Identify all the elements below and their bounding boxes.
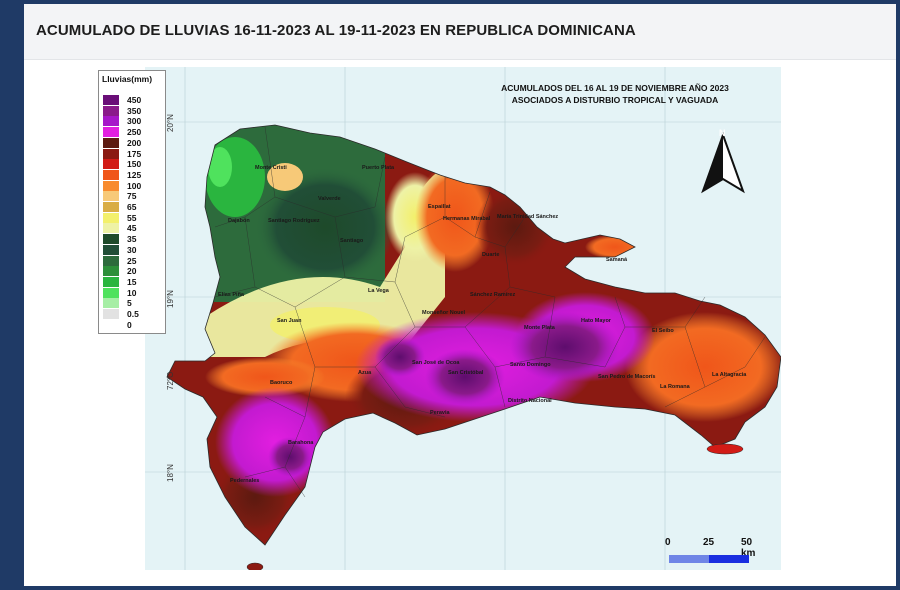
province-label: Baoruco bbox=[270, 380, 293, 386]
legend-label: 10 bbox=[127, 287, 137, 298]
legend-swatch bbox=[103, 116, 119, 127]
province-label: Distrito Nacional bbox=[508, 398, 552, 404]
legend-title: Lluvias(mm) bbox=[102, 74, 153, 84]
map-graphic bbox=[145, 67, 781, 570]
province-borders bbox=[214, 126, 766, 498]
province-label: San José de Ocoa bbox=[412, 360, 460, 366]
title-bar: ACUMULADO DE LLUVIAS 16-11-2023 AL 19-11… bbox=[24, 4, 896, 60]
legend-label: 65 bbox=[127, 202, 137, 212]
legend-swatch bbox=[103, 169, 119, 180]
province-label: Monte Plata bbox=[524, 325, 555, 331]
province-label: Elías Piña bbox=[218, 292, 244, 298]
legend-label: 150 bbox=[127, 159, 142, 170]
province-label: Azua bbox=[358, 370, 372, 376]
province-label: Hermanas Mirabal bbox=[443, 216, 491, 222]
legend-label: 45 bbox=[127, 223, 137, 234]
legend-swatch bbox=[103, 287, 119, 298]
legend-label: 125 bbox=[127, 169, 142, 180]
north-arrow-icon bbox=[701, 132, 745, 194]
legend-label: 25 bbox=[127, 255, 137, 266]
map-heading-line2: ASOCIADOS A DISTURBIO TROPICAL Y VAGUADA bbox=[511, 95, 719, 105]
legend-swatch bbox=[103, 298, 119, 309]
map-heading-line1: ACUMULADOS DEL 16 AL 19 DE NOVIEMBRE AÑO… bbox=[501, 83, 729, 93]
province-label: Espaillat bbox=[428, 204, 451, 210]
province-label: San Juan bbox=[277, 318, 302, 324]
legend-label: 75 bbox=[127, 191, 137, 202]
lat-label-18n: 18°N bbox=[166, 464, 175, 482]
rainfall-legend: Lluvias(mm) 450 350 300 250 200 175 150 125 100 7… bbox=[98, 70, 166, 334]
province-label: Monte Cristi bbox=[255, 165, 287, 171]
province-label: El Seibo bbox=[652, 328, 674, 334]
legend-label: 5 bbox=[127, 298, 132, 309]
legend-label: 100 bbox=[127, 180, 142, 191]
province-label: Santiago bbox=[340, 238, 364, 244]
province-label: Santo Domingo bbox=[510, 362, 551, 368]
province-label: Peravia bbox=[430, 410, 450, 416]
province-label: La Altagracia bbox=[712, 372, 747, 378]
lon-label-72o: 72°O bbox=[166, 371, 175, 390]
legend-swatch bbox=[103, 255, 119, 266]
province-label: Monseñor Nouel bbox=[422, 310, 466, 316]
legend-label: 35 bbox=[127, 234, 137, 245]
province-label: Puerto Plata bbox=[362, 165, 395, 171]
lat-label-19n: 19°N bbox=[166, 290, 175, 308]
legend-swatch bbox=[103, 137, 119, 148]
legend-swatch bbox=[103, 191, 119, 202]
legend-label: 200 bbox=[127, 137, 142, 148]
province-label: San Cristóbal bbox=[448, 370, 484, 376]
legend-label: 15 bbox=[127, 276, 137, 287]
scale-bar-segment bbox=[709, 555, 749, 563]
legend-label: 30 bbox=[127, 244, 137, 255]
legend-swatch bbox=[103, 95, 119, 105]
legend-swatch bbox=[103, 309, 119, 319]
legend-swatch bbox=[103, 202, 119, 212]
north-label: N bbox=[719, 128, 726, 138]
scale-label-0: 0 bbox=[665, 537, 671, 548]
legend-label: 0.5 bbox=[127, 309, 139, 319]
legend-label: 450 bbox=[127, 95, 142, 105]
coastline bbox=[166, 124, 781, 546]
legend-label: 55 bbox=[127, 212, 137, 223]
scale-label-50: 50 km bbox=[741, 537, 756, 559]
province-label: San Pedro de Macorís bbox=[598, 374, 656, 380]
province-label: Hato Mayor bbox=[581, 318, 611, 324]
province-label: María Trinidad Sánchez bbox=[497, 214, 559, 220]
legend-swatch bbox=[103, 127, 119, 138]
map-heading: ACUMULADOS DEL 16 AL 19 DE NOVIEMBRE AÑO… bbox=[470, 82, 760, 106]
legend-label: 175 bbox=[127, 148, 142, 159]
legend-swatch bbox=[103, 319, 119, 330]
scale-bar-segment bbox=[669, 555, 709, 563]
province-label: Samaná bbox=[606, 257, 628, 263]
legend-swatch bbox=[103, 148, 119, 159]
province-label: Santiago Rodríguez bbox=[268, 218, 320, 224]
legend-label: 20 bbox=[127, 266, 137, 277]
province-label: La Romana bbox=[660, 384, 690, 390]
rainfall-field bbox=[167, 125, 781, 545]
legend-swatch bbox=[103, 159, 119, 170]
province-label: Sánchez Ramírez bbox=[470, 292, 516, 298]
legend-label: 300 bbox=[127, 116, 142, 127]
legend-swatch bbox=[103, 234, 119, 245]
rainfall-map bbox=[145, 67, 781, 570]
legend-label: 250 bbox=[127, 127, 142, 138]
scale-label-25: 25 bbox=[703, 537, 715, 548]
legend-swatch bbox=[103, 266, 119, 277]
legend-swatch bbox=[103, 223, 119, 234]
scale-bar: 0 25 50 km bbox=[665, 537, 755, 567]
province-label: Valverde bbox=[318, 196, 341, 202]
province-label: Dajabón bbox=[228, 218, 250, 224]
legend-swatch bbox=[103, 244, 119, 255]
legend-label: 350 bbox=[127, 105, 142, 116]
province-label: Pedernales bbox=[230, 478, 260, 484]
province-label: Barahona bbox=[288, 440, 314, 446]
legend-swatch bbox=[103, 276, 119, 287]
legend-swatch bbox=[103, 105, 119, 116]
legend-swatch bbox=[103, 212, 119, 223]
legend-swatch bbox=[103, 180, 119, 191]
province-label: Duarte bbox=[482, 252, 500, 258]
legend-label: 0 bbox=[127, 319, 132, 330]
province-label: La Vega bbox=[368, 288, 389, 294]
page-title: ACUMULADO DE LLUVIAS 16-11-2023 AL 19-11… bbox=[36, 22, 636, 39]
lat-label-20n: 20°N bbox=[166, 114, 175, 132]
